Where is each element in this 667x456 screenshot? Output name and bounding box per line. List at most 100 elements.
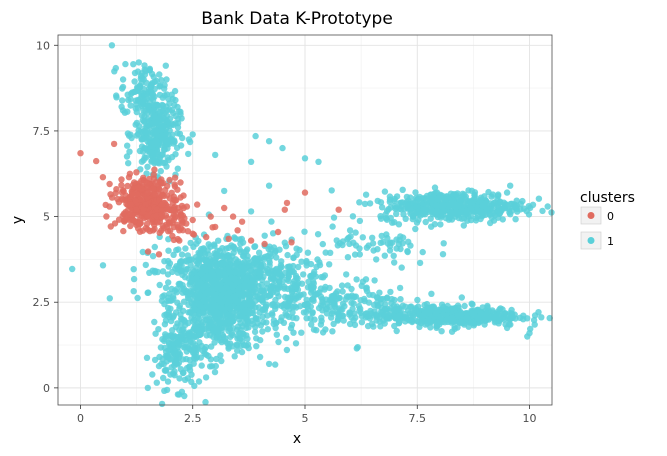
data-point [344, 282, 351, 289]
data-point [174, 269, 181, 276]
data-point [479, 202, 486, 210]
data-point [213, 309, 220, 316]
data-point [508, 207, 515, 215]
data-point [172, 197, 179, 204]
data-point [168, 285, 175, 293]
data-point [400, 211, 407, 218]
data-point [265, 360, 273, 368]
data-point [441, 196, 449, 203]
data-point [144, 384, 151, 392]
data-point [453, 191, 460, 198]
data-point [353, 345, 360, 352]
data-point [280, 304, 288, 311]
x-tick-label: 2.5 [184, 412, 202, 425]
data-point [487, 200, 494, 207]
data-point [286, 305, 293, 312]
data-point [274, 228, 282, 236]
data-point [247, 237, 255, 244]
data-point [168, 107, 176, 114]
data-point [254, 293, 261, 300]
data-point [137, 219, 144, 227]
data-point [77, 150, 84, 157]
data-point [227, 333, 234, 340]
data-point [156, 91, 164, 99]
data-point [349, 305, 356, 312]
data-point [531, 321, 538, 328]
data-point [428, 290, 435, 297]
data-point [526, 329, 533, 337]
data-point [416, 311, 423, 319]
data-point [265, 138, 273, 145]
data-point [410, 312, 417, 319]
data-point [196, 331, 203, 339]
data-point [103, 213, 110, 220]
data-point [469, 301, 476, 308]
data-point [163, 117, 171, 125]
data-point [351, 251, 359, 258]
data-point [164, 378, 172, 385]
data-point [238, 218, 246, 225]
data-point [221, 204, 228, 212]
legend-title: clusters [580, 190, 635, 206]
data-point [166, 176, 173, 184]
data-point [153, 101, 160, 108]
data-point [172, 309, 180, 316]
data-point [191, 325, 198, 332]
data-point [344, 254, 352, 261]
data-point [381, 188, 389, 195]
y-tick-label: 7.5 [33, 125, 51, 138]
data-point [197, 270, 205, 277]
data-point [137, 99, 144, 106]
data-point [155, 185, 163, 193]
data-point [107, 223, 115, 230]
data-point [112, 64, 120, 72]
data-point [458, 310, 465, 317]
data-point [179, 220, 186, 227]
data-point [115, 216, 123, 223]
data-point [142, 129, 149, 136]
data-point [161, 258, 168, 265]
y-tick-label: 10 [36, 39, 50, 52]
data-point [262, 303, 270, 310]
data-point [160, 225, 167, 232]
data-point [252, 323, 259, 331]
data-point [314, 231, 322, 238]
data-point [106, 295, 114, 302]
data-point [143, 170, 150, 177]
data-point [122, 60, 129, 68]
legend-item-0: 0 [580, 206, 614, 225]
data-point [538, 314, 545, 321]
data-point [496, 205, 503, 212]
data-point [138, 158, 146, 165]
data-point [155, 251, 163, 258]
data-point [139, 74, 146, 82]
data-point [251, 328, 259, 336]
data-point [119, 85, 126, 92]
data-point [484, 304, 491, 311]
data-point [288, 321, 296, 328]
data-point [177, 142, 185, 149]
data-point [154, 141, 161, 149]
data-point [196, 291, 203, 299]
data-point [148, 70, 156, 78]
data-point [349, 213, 357, 220]
x-tick-label: 10 [523, 412, 537, 425]
data-point [432, 310, 440, 317]
data-point [425, 309, 432, 317]
data-point [185, 319, 192, 327]
data-point [345, 234, 352, 241]
data-point [414, 209, 421, 216]
data-point [184, 228, 192, 235]
data-point [472, 194, 479, 202]
data-point [310, 326, 318, 333]
data-point [135, 59, 142, 66]
data-point [161, 337, 168, 345]
data-point [278, 264, 285, 271]
data-point [130, 275, 138, 283]
data-point [473, 214, 480, 222]
data-point [481, 321, 488, 328]
data-point [428, 223, 435, 230]
legend-item-1: 1 [580, 231, 614, 250]
data-point [157, 167, 164, 175]
data-point [159, 151, 166, 158]
